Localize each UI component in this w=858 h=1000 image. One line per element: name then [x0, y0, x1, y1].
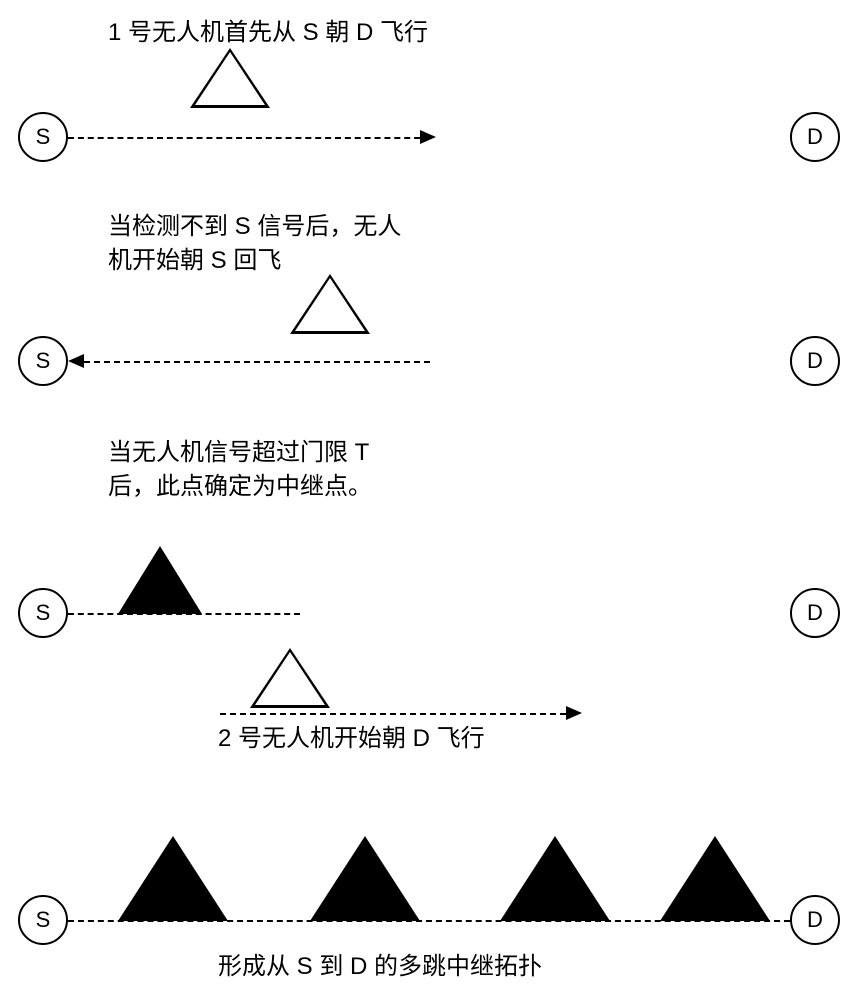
step3-drone2-icon — [250, 648, 330, 708]
step2-s-label: S — [36, 348, 51, 374]
step3-s-label: S — [36, 600, 51, 626]
step3-d-node: D — [790, 588, 840, 638]
step1-drone-icon — [190, 48, 270, 108]
step4-relay4-icon — [660, 836, 770, 921]
step4-relay1-icon — [118, 836, 228, 921]
step4-relay3-icon — [500, 836, 610, 921]
step1-s-label: S — [36, 124, 51, 150]
step1-caption: 1 号无人机首先从 S 朝 D 飞行 — [108, 16, 428, 50]
diagram-canvas: 1 号无人机首先从 S 朝 D 飞行 S D 当检测不到 S 信号后，无人 机开… — [0, 0, 858, 1000]
step4-d-node: D — [790, 895, 840, 945]
step4-s-node: S — [18, 895, 68, 945]
step1-d-label: D — [807, 124, 823, 150]
step3-relay-icon — [118, 546, 202, 614]
step3-d-label: D — [807, 600, 823, 626]
step4-relay2-icon — [310, 836, 420, 921]
step1-s-node: S — [18, 112, 68, 162]
step2-arrow-line — [84, 361, 430, 363]
step1-d-node: D — [790, 112, 840, 162]
step3-arrow-head — [566, 706, 582, 720]
step1-arrow-head — [420, 130, 436, 144]
step2-drone-icon — [290, 274, 370, 334]
step2-d-node: D — [790, 336, 840, 386]
step4-caption: 形成从 S 到 D 的多跳中继拓扑 — [218, 950, 542, 984]
step2-caption: 当检测不到 S 信号后，无人 机开始朝 S 回飞 — [108, 210, 468, 277]
step2-d-label: D — [807, 348, 823, 374]
step3-s-node: S — [18, 588, 68, 638]
step3-caption: 当无人机信号超过门限 T 后，此点确定为中继点。 — [108, 436, 468, 503]
step3-arrow-line — [220, 713, 576, 715]
step4-s-label: S — [36, 907, 51, 933]
step1-arrow-line — [68, 137, 430, 139]
step3-caption2: 2 号无人机开始朝 D 飞行 — [218, 722, 485, 756]
step2-s-node: S — [18, 336, 68, 386]
step2-arrow-head — [68, 354, 84, 368]
step4-d-label: D — [807, 907, 823, 933]
